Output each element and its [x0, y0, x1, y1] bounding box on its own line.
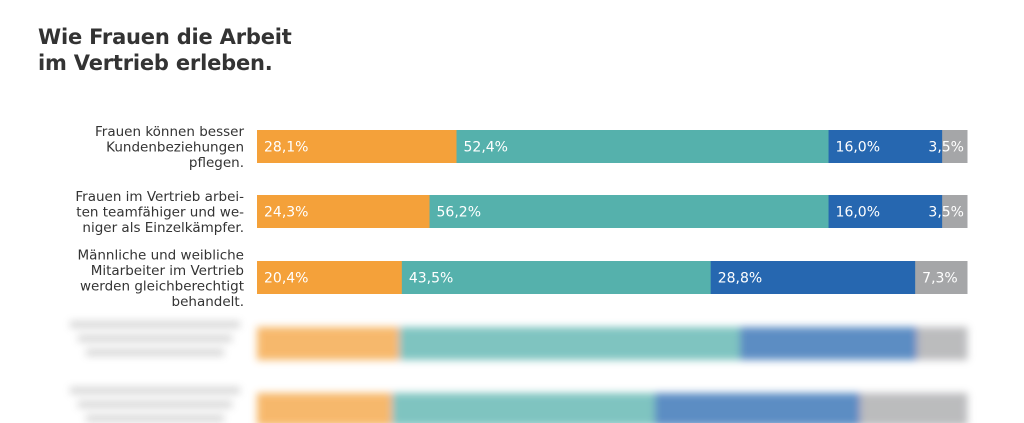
- value-label-row1-seg1: 28,1%: [264, 140, 308, 156]
- blurred-category-label: [78, 401, 232, 408]
- category-label-row1-line2: Kundenbeziehungen: [106, 140, 244, 156]
- blurred-category-label: [70, 387, 240, 394]
- value-label-row1-seg2: 52,4%: [464, 140, 508, 156]
- bar-segment-row1-seg3: [828, 130, 943, 163]
- chart-title-line-1: Wie Frauen die Arbeit: [38, 25, 292, 49]
- bar-segment-row3-seg4: [915, 261, 968, 294]
- value-label-row3-seg1: 20,4%: [264, 271, 308, 287]
- category-label-row1-line3: pflegen.: [189, 155, 244, 171]
- category-label-row1-line1: Frauen können besser: [95, 124, 244, 140]
- category-label-row3-line3: werden gleichberechtigt: [80, 278, 244, 294]
- bar-segment-row1-seg1: [257, 130, 458, 163]
- bar-segment-row3-seg2: [401, 261, 712, 294]
- blurred-bar-segment-row1-seg3: [739, 327, 918, 360]
- value-label-row2-seg2: 56,2%: [437, 205, 481, 221]
- chart-title-line-2: im Vertrieb erleben.: [38, 51, 273, 75]
- category-label-row2-line1: Frauen im Vertrieb arbei-: [75, 189, 244, 205]
- blurred-bar-segment-row2-seg4: [860, 393, 968, 423]
- blurred-category-label: [86, 415, 224, 422]
- bars-group: 28,1% 52,4% 16,0% 3,5% Frauen können besserK…: [75, 124, 968, 310]
- blurred-bar-segment-row1-seg4: [917, 327, 968, 360]
- category-label-row2-line3: niger als Einzelkämpfer.: [82, 220, 244, 236]
- category-label-row3-line2: Mitarbeiter im Vertrieb: [91, 263, 244, 279]
- bar-segment-row2-seg4: [942, 195, 968, 228]
- blurred-category-label: [78, 335, 232, 342]
- category-label-row3-line1: Männliche und weibliche: [77, 247, 244, 263]
- blurred-bar-segment-row1-seg2: [399, 327, 741, 360]
- blurred-bar-segment-row1-seg1: [257, 327, 400, 360]
- blurred-category-label: [70, 321, 240, 328]
- bar-segment-row3-seg3: [710, 261, 916, 294]
- bar-segment-row3-seg1: [257, 261, 403, 294]
- category-label-row2-line2: ten teamfähiger und we-: [76, 205, 244, 221]
- blurred-bar-segment-row2-seg3: [654, 393, 861, 423]
- blurred-bar-segment-row2-seg2: [391, 393, 656, 423]
- bar-segment-row2-seg3: [828, 195, 943, 228]
- value-label-row2-seg4: 3,5%: [928, 205, 964, 221]
- bar-segment-row2-seg2: [429, 195, 830, 228]
- bar-segment-row1-seg4: [942, 130, 968, 163]
- value-label-row3-seg2: 43,5%: [409, 271, 453, 287]
- value-label-row1-seg3: 16,0%: [836, 140, 880, 156]
- value-label-row2-seg1: 24,3%: [264, 205, 308, 221]
- blurred-rows-group: [70, 321, 968, 423]
- blurred-bar-segment-row2-seg1: [257, 393, 393, 423]
- chart-title: Wie Frauen die Arbeit im Vertrieb erlebe…: [38, 24, 292, 76]
- bar-segment-row1-seg2: [456, 130, 830, 163]
- value-label-row2-seg3: 16,0%: [836, 205, 880, 221]
- blurred-category-label: [86, 349, 224, 356]
- category-label-row3-line4: behandelt.: [172, 294, 244, 310]
- value-label-row1-seg4: 3,5%: [928, 140, 964, 156]
- value-label-row3-seg3: 28,8%: [718, 271, 762, 287]
- bar-segment-row2-seg1: [257, 195, 431, 228]
- value-label-row3-seg4: 7,3%: [922, 271, 958, 287]
